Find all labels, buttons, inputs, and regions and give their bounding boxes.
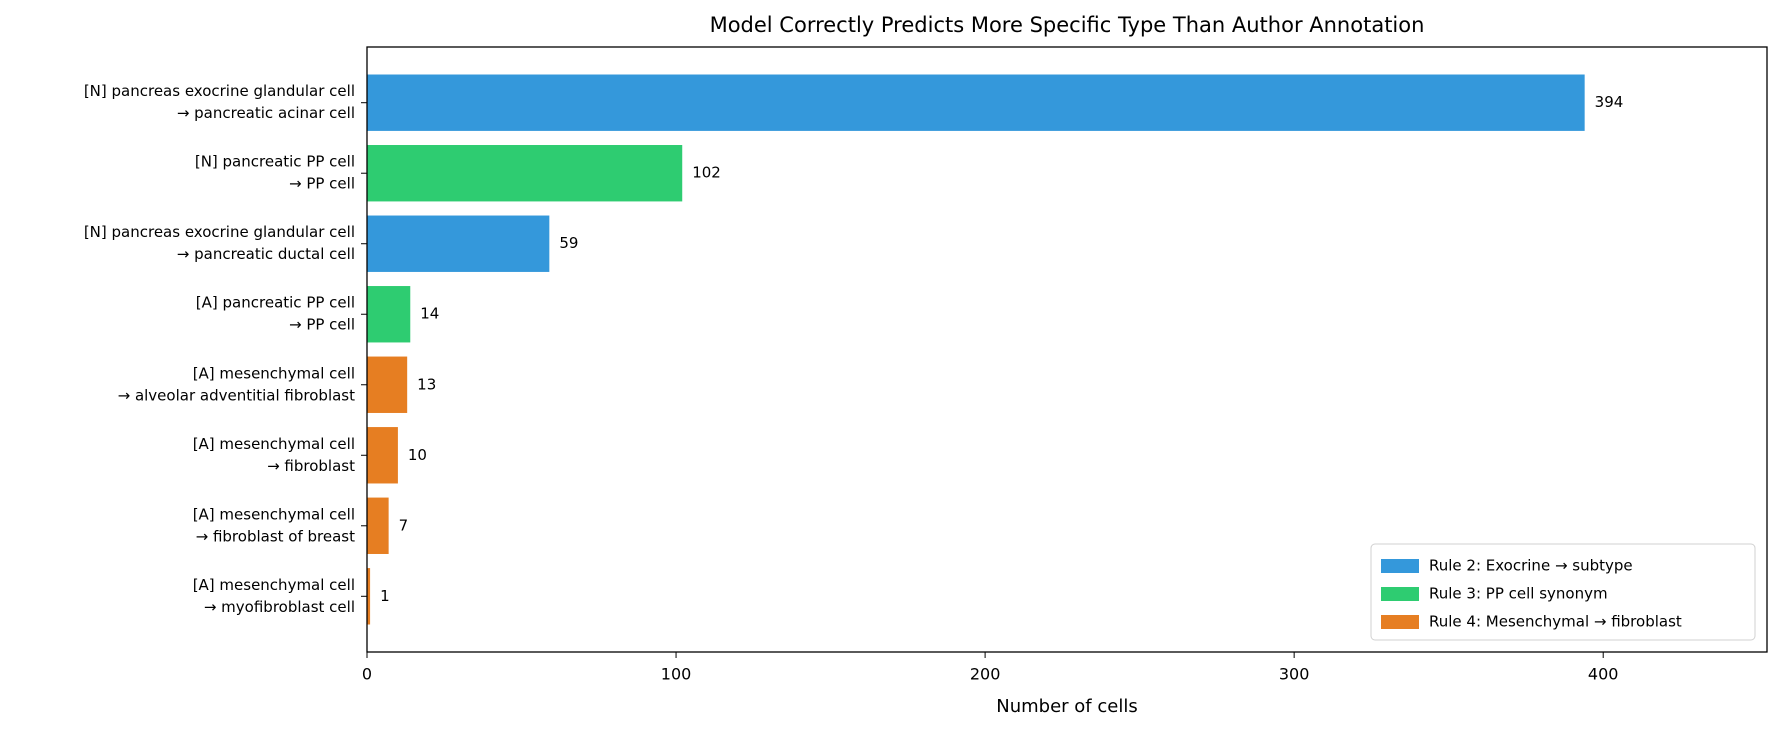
- value-label: 13: [417, 375, 436, 393]
- legend-label: Rule 4: Mesenchymal → fibroblast: [1429, 613, 1682, 631]
- y-tick-label: [N] pancreatic PP cell: [195, 153, 355, 171]
- y-tick-label: → alveolar adventitial fibroblast: [118, 386, 356, 404]
- legend-swatch: [1381, 559, 1419, 573]
- y-tick-label: → fibroblast: [267, 457, 355, 475]
- y-tick-label: [A] mesenchymal cell: [193, 364, 355, 382]
- y-tick-label: [A] mesenchymal cell: [193, 435, 355, 453]
- bar: [367, 356, 408, 413]
- bar: [367, 427, 398, 484]
- x-axis-label: Number of cells: [996, 696, 1137, 717]
- x-tick-label: 400: [1588, 665, 1619, 684]
- y-tick-label: → PP cell: [289, 316, 355, 334]
- value-label: 7: [399, 516, 409, 534]
- value-label: 394: [1595, 93, 1624, 111]
- value-label: 102: [692, 164, 721, 182]
- y-tick-label: [A] mesenchymal cell: [193, 505, 355, 523]
- y-tick-label: → pancreatic ductal cell: [177, 245, 355, 263]
- x-tick-label: 300: [1279, 665, 1310, 684]
- legend-label: Rule 3: PP cell synonym: [1429, 585, 1608, 603]
- legend-swatch: [1381, 615, 1419, 629]
- y-tick-label: → fibroblast of breast: [196, 527, 355, 545]
- x-tick-label: 100: [661, 665, 692, 684]
- value-label: 1: [380, 587, 390, 605]
- legend-label: Rule 2: Exocrine → subtype: [1429, 557, 1633, 575]
- y-tick-label: [A] mesenchymal cell: [193, 576, 355, 594]
- y-tick-label: [A] pancreatic PP cell: [196, 294, 355, 312]
- y-tick-label: [N] pancreas exocrine glandular cell: [84, 223, 355, 241]
- bar: [367, 568, 371, 625]
- legend-box: [1370, 543, 1756, 641]
- value-label: 10: [408, 446, 427, 464]
- y-tick-label: → pancreatic acinar cell: [177, 104, 355, 122]
- bar: [367, 497, 389, 554]
- chart-title: Model Correctly Predicts More Specific T…: [710, 13, 1425, 37]
- bar: [367, 145, 683, 202]
- x-tick-label: 200: [970, 665, 1001, 684]
- bar: [367, 286, 411, 343]
- value-label: 59: [559, 234, 578, 252]
- y-tick-label: [N] pancreas exocrine glandular cell: [84, 82, 355, 100]
- legend-swatch: [1381, 587, 1419, 601]
- x-tick-label: 0: [362, 665, 372, 684]
- bar: [367, 215, 550, 272]
- y-tick-label: → myofibroblast cell: [204, 598, 355, 616]
- value-label: 14: [420, 305, 439, 323]
- y-tick-label: → PP cell: [289, 175, 355, 193]
- legend: Rule 2: Exocrine → subtype Rule 3: PP cel…: [1370, 543, 1756, 641]
- plot-frame: [366, 46, 1768, 653]
- bar: [367, 74, 1585, 131]
